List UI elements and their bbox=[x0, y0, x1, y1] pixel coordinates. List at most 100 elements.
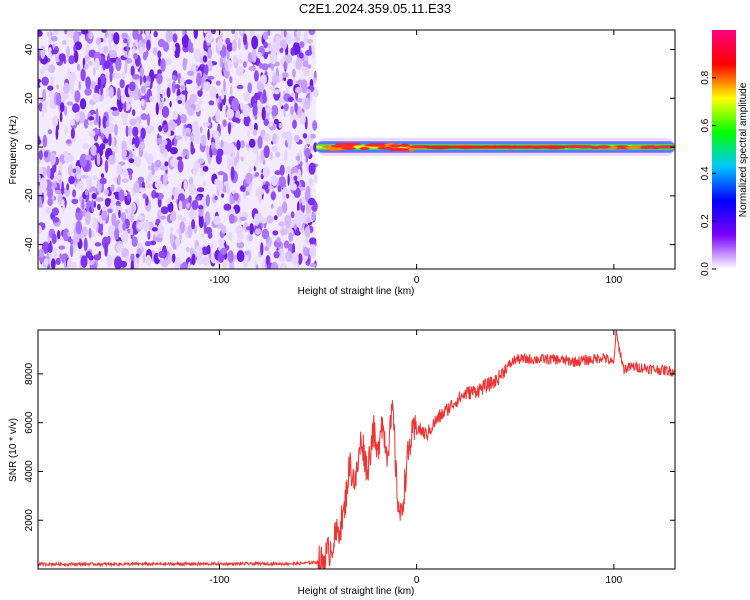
noise-speckle bbox=[223, 203, 232, 211]
noise-speckle bbox=[128, 125, 133, 137]
y-tick-label: 2000 bbox=[24, 509, 35, 532]
noise-speckle bbox=[229, 193, 233, 205]
noise-speckle bbox=[55, 126, 59, 140]
noise-speckle bbox=[196, 73, 202, 87]
noise-speckle bbox=[239, 140, 245, 149]
noise-speckle bbox=[123, 38, 128, 44]
noise-speckle bbox=[215, 80, 221, 86]
noise-speckle bbox=[303, 30, 308, 44]
noise-speckle bbox=[309, 92, 313, 104]
noise-speckle bbox=[107, 225, 116, 237]
noise-speckle bbox=[242, 33, 248, 46]
noise-speckle bbox=[299, 161, 303, 167]
noise-speckle bbox=[99, 84, 104, 96]
noise-speckle bbox=[217, 238, 225, 245]
noise-speckle bbox=[116, 243, 124, 252]
noise-speckle bbox=[39, 68, 45, 76]
noise-speckle bbox=[275, 151, 281, 158]
noise-speckle bbox=[253, 122, 258, 132]
noise-speckle bbox=[116, 163, 123, 175]
noise-speckle bbox=[111, 110, 120, 117]
noise-speckle bbox=[176, 156, 183, 161]
noise-speckle bbox=[86, 176, 93, 189]
noise-speckle bbox=[144, 241, 152, 247]
noise-speckle bbox=[227, 122, 232, 135]
noise-speckle bbox=[186, 246, 190, 253]
noise-speckle bbox=[85, 189, 89, 196]
noise-speckle bbox=[88, 60, 93, 66]
noise-speckle bbox=[263, 118, 269, 126]
noise-speckle bbox=[245, 172, 253, 185]
noise-speckle bbox=[310, 133, 316, 139]
noise-speckle bbox=[312, 120, 318, 131]
noise-speckle bbox=[71, 261, 77, 269]
noise-speckle bbox=[293, 42, 301, 55]
noise-speckle bbox=[155, 102, 159, 116]
noise-speckle bbox=[72, 189, 77, 198]
noise-speckle bbox=[121, 32, 127, 40]
noise-speckle bbox=[59, 111, 63, 123]
noise-speckle bbox=[155, 159, 162, 168]
noise-speckle bbox=[200, 233, 205, 238]
noise-speckle bbox=[79, 98, 87, 110]
noise-speckle bbox=[299, 41, 305, 48]
noise-speckle bbox=[137, 221, 145, 230]
noise-speckle bbox=[80, 68, 86, 82]
noise-speckle bbox=[287, 96, 294, 103]
noise-speckle bbox=[263, 41, 268, 49]
noise-speckle bbox=[272, 41, 280, 54]
noise-speckle bbox=[48, 91, 55, 99]
noise-speckle bbox=[158, 125, 163, 132]
noise-speckle bbox=[145, 80, 151, 87]
noise-speckle bbox=[207, 128, 210, 141]
noise-speckle bbox=[38, 149, 43, 161]
noise-speckle bbox=[278, 176, 287, 188]
spectrogram-panel: -100 0 100 -40 -20 0 20 40 Height of straight … bbox=[8, 29, 676, 297]
noise-speckle bbox=[46, 165, 51, 179]
x-tick-label: 0 bbox=[414, 275, 420, 286]
noise-speckle bbox=[171, 74, 177, 81]
noise-speckle bbox=[50, 258, 56, 269]
noise-speckle bbox=[101, 30, 107, 33]
noise-speckle bbox=[205, 226, 213, 235]
noise-speckle bbox=[128, 137, 133, 145]
noise-speckle bbox=[231, 117, 240, 123]
noise-speckle bbox=[236, 139, 241, 151]
noise-speckle bbox=[103, 45, 109, 54]
signal-core-blob bbox=[364, 143, 389, 147]
noise-speckle bbox=[118, 189, 125, 202]
noise-speckle bbox=[304, 136, 313, 145]
noise-speckle bbox=[304, 238, 309, 245]
noise-speckle bbox=[167, 201, 174, 213]
noise-speckle bbox=[51, 49, 58, 55]
noise-speckle bbox=[180, 113, 187, 124]
noise-speckle bbox=[156, 73, 163, 85]
signal-red-core bbox=[426, 145, 565, 149]
noise-speckle bbox=[270, 203, 274, 209]
noise-speckle bbox=[204, 64, 209, 75]
noise-speckle bbox=[184, 127, 192, 133]
noise-speckle bbox=[236, 239, 242, 244]
noise-speckle bbox=[239, 30, 244, 34]
noise-speckle bbox=[133, 182, 140, 194]
noise-speckle bbox=[280, 228, 288, 236]
noise-speckle bbox=[295, 57, 303, 71]
noise-speckle bbox=[153, 30, 158, 38]
noise-speckle bbox=[252, 102, 258, 117]
noise-speckle bbox=[90, 264, 96, 269]
noise-speckle bbox=[74, 237, 80, 243]
noise-speckle bbox=[97, 204, 101, 210]
noise-speckle bbox=[174, 257, 179, 269]
noise-speckle bbox=[181, 34, 190, 48]
noise-speckle bbox=[226, 50, 230, 61]
noise-speckle bbox=[151, 162, 155, 176]
noise-speckle bbox=[187, 227, 192, 239]
noise-speckle bbox=[194, 48, 201, 63]
noise-speckle bbox=[251, 35, 259, 50]
noise-speckle bbox=[95, 108, 99, 123]
noise-speckle bbox=[187, 107, 195, 116]
noise-speckle bbox=[105, 71, 110, 80]
noise-speckle bbox=[88, 116, 95, 121]
noise-speckle bbox=[96, 152, 101, 166]
noise-speckle bbox=[65, 139, 72, 144]
